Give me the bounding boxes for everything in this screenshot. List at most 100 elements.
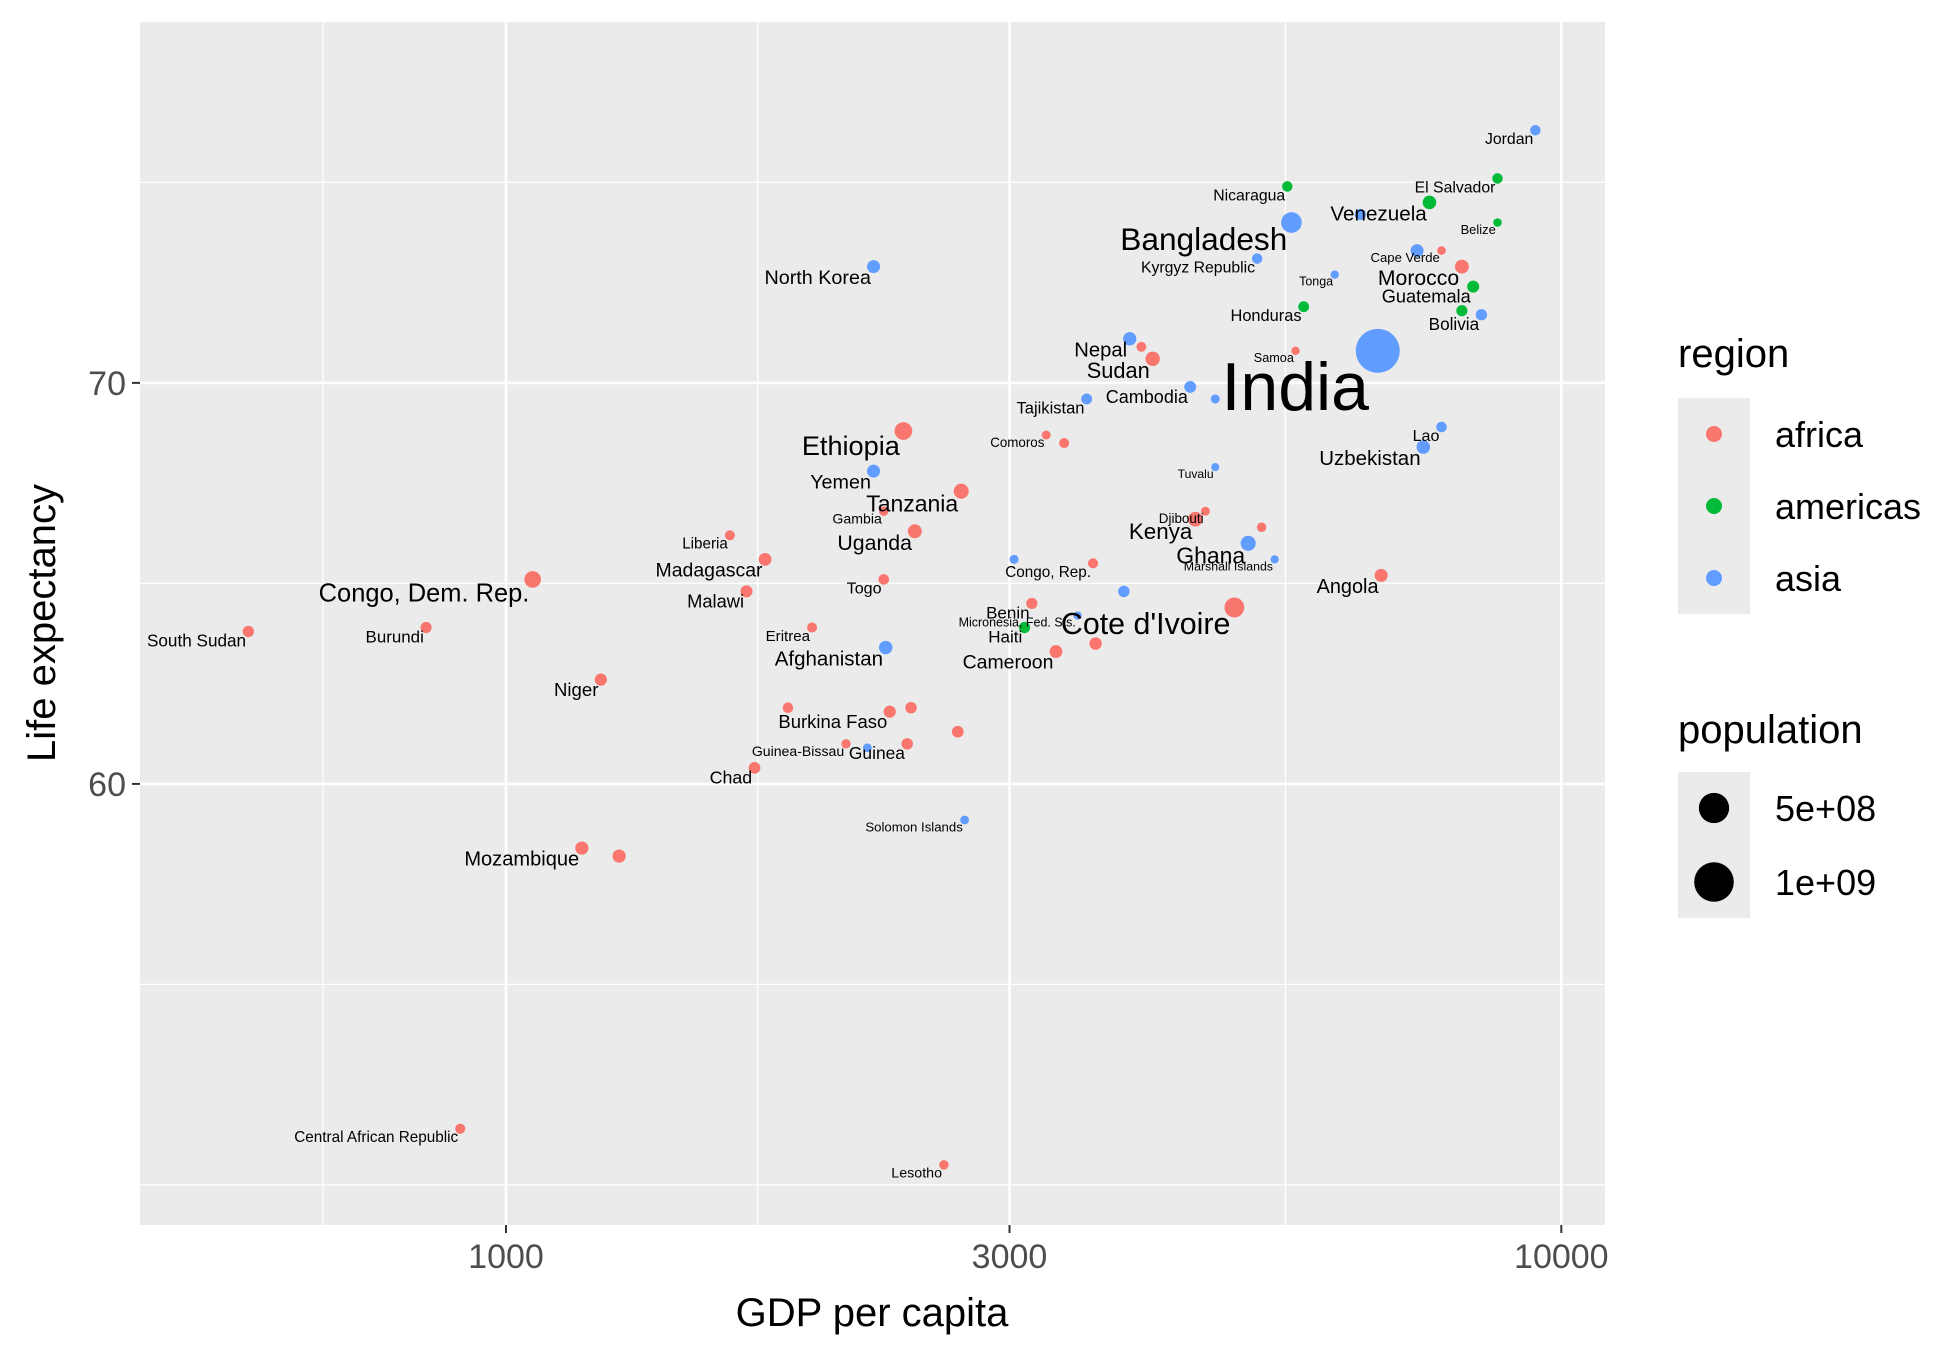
point-label: South Sudan [147,631,246,651]
data-point [1073,611,1082,620]
point-label: Morocco [1378,267,1459,290]
data-point [960,815,969,825]
data-point [1467,280,1480,293]
point-label: Bangladesh [1120,221,1287,257]
data-points [242,125,1541,1170]
point-label: Chad [710,768,753,788]
data-point [1475,309,1488,321]
x-tick-label: 1000 [468,1238,544,1276]
data-point [724,530,735,541]
legend-size-label: 1e+09 [1775,862,1876,903]
point-label: Tajikistan [1017,398,1085,417]
data-point [1145,351,1160,366]
data-point [1410,244,1424,258]
legend: region africa americas asia population 5e+… [1678,332,1921,918]
data-point [862,743,872,753]
data-point [575,841,589,855]
point-label: Micronesia, Fed. Sts. [959,616,1076,630]
data-point [907,524,922,539]
point-label: Guinea-Bissau [752,743,844,759]
legend-size-key [1698,792,1730,824]
data-point [1089,637,1102,650]
point-label: Uzbekistan [1319,447,1420,470]
data-point [242,625,254,638]
point-label: Lao [1413,427,1440,445]
point-label: Burundi [366,627,424,646]
x-tick-label: 10000 [1514,1238,1609,1276]
data-point [1530,125,1541,136]
data-point [1282,181,1293,192]
y-tick-label: 70 [88,365,126,403]
data-point [782,702,794,713]
point-label: Lesotho [891,1165,942,1181]
data-point [1009,554,1019,564]
point-label: El Salvador [1415,179,1496,196]
data-point [1416,440,1431,454]
data-point [1210,394,1220,404]
data-point [1298,301,1310,313]
data-point [1456,305,1468,317]
data-point [901,738,913,750]
data-point [1136,341,1147,352]
data-point [1454,259,1469,274]
data-point [1436,421,1447,433]
point-label: Liberia [682,536,728,553]
data-point [1118,585,1130,598]
point-label: Madagascar [656,559,763,581]
data-point [524,571,542,588]
x-axis-title: GDP per capita [736,1291,1009,1335]
data-point [1088,558,1099,569]
point-label: Nepal [1074,340,1127,362]
data-point [1200,506,1210,516]
point-label: Congo, Rep. [1005,564,1091,581]
data-point [878,640,893,655]
legend-color-key [1706,498,1722,514]
point-label: Niger [554,679,598,700]
data-point [807,622,818,633]
data-point [878,574,890,585]
point-label: Comoros [990,435,1045,450]
data-point [841,739,851,749]
legend-color-key [1706,570,1722,586]
data-point [867,260,881,274]
legend-color-label: asia [1775,558,1842,599]
legend-color-label: africa [1775,414,1864,455]
legend-size-title: population [1678,708,1863,752]
data-point [1123,332,1137,346]
point-label: Mozambique [464,849,579,871]
point-label: Kenya [1129,519,1193,544]
point-label: Cape Verde [1371,250,1440,265]
point-label: Eritrea [766,628,811,645]
data-point [879,506,889,516]
data-point [612,849,626,863]
point-label: Samoa [1254,351,1295,365]
point-label: Burkina Faso [778,711,887,732]
point-label: Honduras [1231,307,1302,325]
point-label: Congo, Dem. Rep. [319,580,530,608]
data-point [758,552,772,566]
legend-color-key [1706,426,1722,442]
point-labels: Jordan El Salvador Nicaragua Venezuela Bangl… [147,131,1533,1181]
data-point [594,673,607,686]
data-point [1184,380,1197,393]
point-label: Guinea [849,743,905,763]
point-label: Tanzania [866,490,958,516]
data-point [1281,212,1302,233]
y-tick-label: 60 [88,766,126,804]
point-label: Angola [1317,576,1380,598]
data-point [905,701,917,714]
data-point [1081,393,1093,405]
data-point [1018,621,1031,634]
data-point [1059,438,1070,449]
data-point [1422,195,1437,210]
data-point [951,725,964,738]
data-point [455,1123,466,1134]
data-point [1251,253,1263,264]
data-point [1041,430,1051,440]
point-label: Guatemala [1382,287,1472,307]
data-point [1493,218,1502,227]
point-label: Haiti [988,627,1022,646]
data-point [1437,246,1446,255]
point-label: Gambia [832,511,882,527]
point-label: Bolivia [1429,314,1480,334]
